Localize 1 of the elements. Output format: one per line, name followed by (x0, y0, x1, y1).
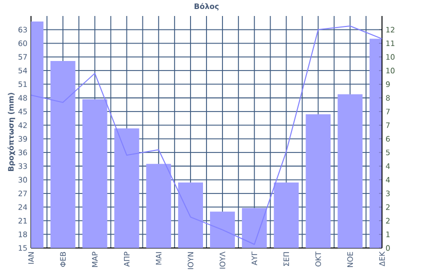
line-series (31, 26, 382, 245)
